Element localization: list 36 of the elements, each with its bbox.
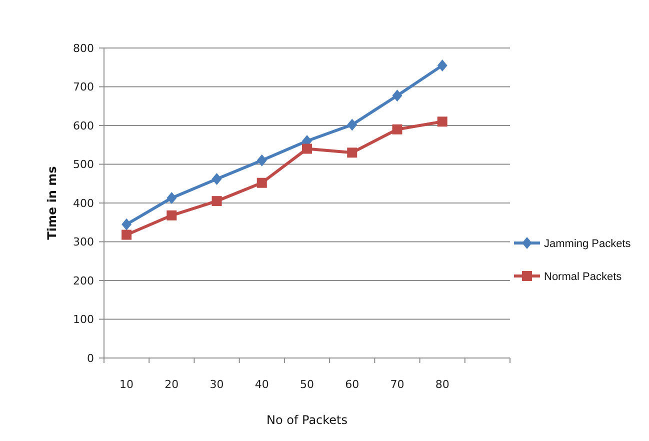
x-tick-label: 40 (254, 378, 269, 391)
y-tick-label: 0 (87, 352, 94, 365)
y-tick-label: 200 (73, 274, 94, 288)
x-tick-label: 60 (345, 378, 360, 391)
x-tick-label: 30 (210, 378, 224, 391)
legend-label: Jamming Packets (544, 238, 632, 250)
x-tick-label: 50 (300, 378, 314, 391)
y-tick-label: 600 (73, 119, 94, 132)
legend-label: Normal Packets (544, 270, 622, 283)
x-axis-title: No of Packets (266, 413, 348, 427)
point (166, 210, 177, 220)
y-tick-label: 400 (73, 196, 94, 210)
point (347, 148, 358, 158)
point (256, 154, 267, 166)
point (122, 230, 132, 240)
point (347, 118, 358, 131)
point (166, 192, 177, 204)
y-tick-label: 300 (73, 236, 94, 249)
point (256, 178, 267, 188)
x-tick-label: 20 (164, 378, 179, 391)
point (212, 196, 222, 206)
x-tick-label: 10 (120, 378, 134, 391)
point (212, 172, 222, 185)
point (392, 90, 402, 102)
point (122, 218, 132, 230)
x-tick-label: 80 (435, 378, 450, 391)
point (302, 144, 312, 154)
x-tick-label: 70 (390, 378, 404, 391)
y-tick-label: 500 (73, 158, 94, 172)
y-tick-label: 100 (73, 313, 94, 326)
point (437, 116, 448, 127)
y-tick-label: 700 (73, 80, 94, 94)
point (437, 59, 448, 72)
point (392, 124, 402, 134)
y-tick-label: 800 (73, 42, 94, 55)
y-axis-title: Time in ms (45, 166, 59, 240)
